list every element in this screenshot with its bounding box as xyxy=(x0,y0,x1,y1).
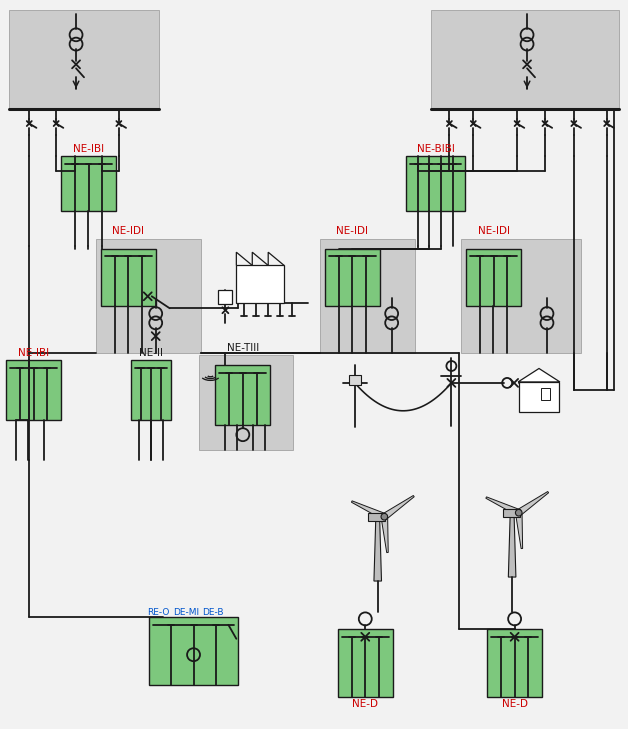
Text: NE-TIII: NE-TIII xyxy=(227,343,259,353)
Text: NE-D: NE-D xyxy=(502,700,528,709)
Polygon shape xyxy=(508,512,516,577)
Bar xyxy=(198,355,293,450)
Bar xyxy=(462,238,581,353)
Polygon shape xyxy=(517,491,549,515)
Bar xyxy=(149,617,239,685)
Bar xyxy=(9,9,159,109)
Text: NE-II: NE-II xyxy=(139,348,163,358)
Text: NE-D: NE-D xyxy=(352,700,378,709)
Text: NE-IBI: NE-IBI xyxy=(18,348,50,358)
Polygon shape xyxy=(352,501,386,520)
Bar xyxy=(61,156,116,211)
Text: DE-MI: DE-MI xyxy=(173,609,200,617)
Polygon shape xyxy=(486,497,520,515)
Bar xyxy=(101,249,156,306)
Polygon shape xyxy=(381,516,388,553)
Polygon shape xyxy=(374,517,381,581)
Circle shape xyxy=(381,513,387,520)
Text: NE-IBI: NE-IBI xyxy=(73,144,104,154)
Bar xyxy=(431,9,619,109)
Bar xyxy=(406,156,465,211)
Text: NE-BIBI: NE-BIBI xyxy=(416,144,455,154)
Bar xyxy=(96,238,200,353)
Text: NE-IDI: NE-IDI xyxy=(478,225,510,235)
Bar xyxy=(467,249,521,306)
Bar xyxy=(219,290,232,304)
Bar xyxy=(487,629,542,696)
Text: DE-B: DE-B xyxy=(202,609,223,617)
Bar xyxy=(236,265,284,303)
Polygon shape xyxy=(516,512,522,549)
Text: NE-IDI: NE-IDI xyxy=(112,225,144,235)
Polygon shape xyxy=(382,496,414,520)
Bar xyxy=(349,375,361,385)
Bar xyxy=(320,238,414,353)
Bar xyxy=(541,388,550,399)
Bar xyxy=(215,365,270,425)
Text: NE-IDI: NE-IDI xyxy=(337,225,369,235)
Bar xyxy=(325,249,380,306)
Bar xyxy=(368,513,386,521)
Bar xyxy=(131,360,171,420)
Circle shape xyxy=(516,510,522,516)
Bar xyxy=(6,360,61,420)
Polygon shape xyxy=(518,368,560,382)
Bar xyxy=(519,382,559,412)
Bar xyxy=(338,629,392,696)
Text: RE-O: RE-O xyxy=(148,609,170,617)
Bar xyxy=(502,509,520,517)
